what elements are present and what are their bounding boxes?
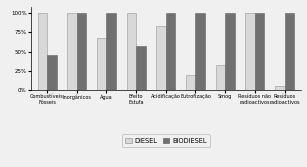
Bar <box>186 75 196 90</box>
Bar <box>156 26 166 90</box>
Bar <box>166 13 175 90</box>
Legend: DIESEL, BIODIESEL: DIESEL, BIODIESEL <box>122 134 210 147</box>
Bar <box>245 13 255 90</box>
Bar <box>196 13 205 90</box>
Bar <box>107 13 116 90</box>
Bar <box>37 13 47 90</box>
Bar <box>77 13 86 90</box>
Bar <box>255 13 264 90</box>
Bar <box>97 38 107 90</box>
Bar <box>136 46 146 90</box>
Bar <box>225 13 235 90</box>
Bar <box>216 65 225 90</box>
Bar <box>285 13 294 90</box>
Bar <box>275 86 285 90</box>
Bar <box>67 13 77 90</box>
Bar <box>47 55 56 90</box>
Bar <box>126 13 136 90</box>
